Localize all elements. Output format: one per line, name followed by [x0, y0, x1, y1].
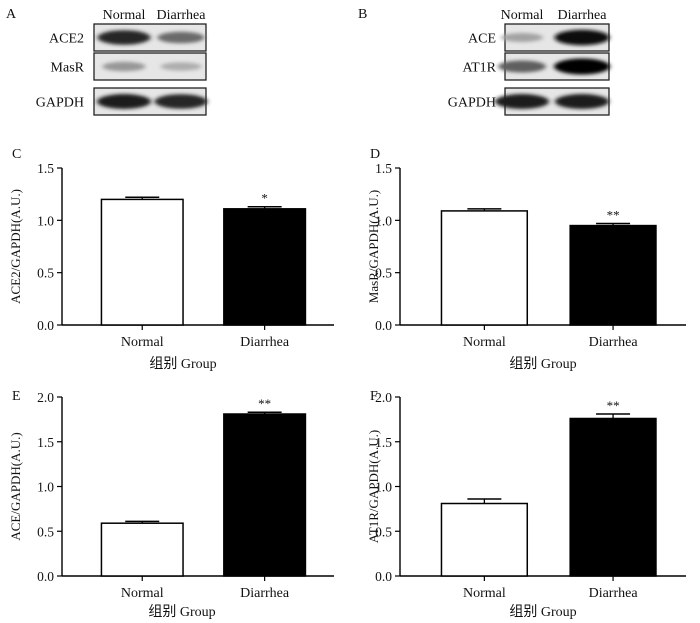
y-tick-label: 1.0	[37, 213, 54, 228]
x-tick-label: Diarrhea	[589, 586, 639, 601]
significance-mark: **	[607, 207, 620, 222]
y-tick-label: 0.0	[375, 569, 392, 584]
bar-normal	[440, 502, 529, 577]
bar-diarrhea	[223, 208, 307, 326]
blot-column-label: Normal	[501, 8, 544, 23]
y-tick-label: 1.0	[37, 480, 54, 495]
blot-row-label: GAPDH	[448, 96, 496, 111]
bar-normal	[100, 522, 184, 577]
blot-row-label: AT1R	[463, 61, 497, 76]
blot-band	[160, 62, 202, 71]
y-tick-label: 0.5	[375, 266, 392, 281]
significance-mark: **	[607, 398, 620, 413]
x-tick-label: Diarrhea	[240, 586, 290, 601]
y-tick-label: 0.0	[37, 318, 54, 333]
x-tick-label: Diarrhea	[589, 335, 639, 350]
panel-letter: D	[370, 147, 380, 162]
panel-letter: E	[12, 389, 21, 404]
blot-band	[495, 94, 549, 109]
bar-normal	[100, 198, 184, 326]
x-tick-label: Normal	[463, 335, 506, 350]
x-group-label: 组别 Group	[509, 356, 576, 372]
blot-row-label: ACE2	[49, 32, 84, 47]
panel-letter: F	[370, 389, 378, 404]
blot-panel-B: B Normal Diarrhea ACE AT1R GAPDH	[358, 7, 610, 116]
blot-band	[498, 60, 546, 73]
y-tick-label: 1.5	[375, 435, 392, 450]
x-group-label: 组别 Group	[509, 604, 576, 620]
x-tick-label: Normal	[121, 586, 164, 601]
blot-band	[157, 31, 205, 44]
x-group-label: 组别 Group	[148, 604, 215, 620]
y-axis-label: MasR/GAPDH(A.U.)	[366, 190, 381, 303]
bar-chart-E: E 0.0 0.5 1.0 1.5 2.0 ACE/GAPDH(A.U.) Normal ** D…	[8, 389, 334, 620]
y-tick-label: 1.5	[37, 161, 54, 176]
bar-diarrhea	[569, 417, 657, 577]
y-axis-label: AT1R/GAPDH(A.U.)	[366, 430, 381, 543]
blot-band	[554, 58, 610, 75]
y-tick-label: 0.0	[37, 569, 54, 584]
bar-chart-D: D 0.0 0.5 1.0 1.5 MasR/GAPDH(A.U.) Normal ** Dia…	[366, 147, 686, 372]
blot-band	[97, 30, 151, 45]
blot-band	[102, 61, 146, 72]
bar-chart-C: C 0.0 0.5 1.0 1.5 ACE2/GAPDH(A.U.) Normal * Diar…	[8, 147, 334, 372]
blot-row-label: GAPDH	[36, 96, 84, 111]
y-tick-label: 2.0	[375, 390, 392, 405]
blot-column-label: Diarrhea	[558, 8, 608, 23]
blot-row-label: MasR	[51, 61, 85, 76]
bar-normal	[440, 210, 529, 326]
blot-row-label: ACE	[468, 32, 496, 47]
blot-band	[554, 29, 610, 46]
significance-mark: **	[258, 396, 271, 411]
blot-column-label: Diarrhea	[157, 8, 207, 23]
y-tick-label: 0.0	[375, 318, 392, 333]
y-tick-label: 0.5	[37, 524, 54, 539]
bar-chart-F: F 0.0 0.5 1.0 1.5 2.0 AT1R/GAPDH(A.U.) Normal **…	[366, 389, 686, 620]
y-tick-label: 2.0	[37, 390, 54, 405]
y-tick-label: 1.5	[37, 435, 54, 450]
blot-column-label: Normal	[103, 8, 146, 23]
x-group-label: 组别 Group	[149, 356, 216, 372]
y-axis-label: ACE2/GAPDH(A.U.)	[8, 189, 23, 304]
y-axis-label: ACE/GAPDH(A.U.)	[8, 432, 23, 540]
y-tick-label: 0.5	[375, 524, 392, 539]
x-tick-label: Diarrhea	[240, 335, 290, 350]
significance-mark: *	[261, 191, 268, 206]
blot-band	[97, 94, 151, 109]
blot-band	[555, 94, 609, 109]
y-tick-label: 0.5	[37, 266, 54, 281]
bar-diarrhea	[569, 224, 657, 326]
panel-letter: C	[12, 147, 21, 162]
blot-band	[154, 94, 208, 109]
blot-panel-A: A Normal Diarrhea ACE2 MasR GAPDH	[6, 7, 208, 116]
panel-letter: A	[6, 7, 17, 22]
y-tick-label: 1.5	[375, 161, 392, 176]
x-tick-label: Normal	[463, 586, 506, 601]
x-tick-label: Normal	[121, 335, 164, 350]
blot-band	[501, 33, 543, 42]
y-tick-label: 1.0	[375, 480, 392, 495]
y-tick-label: 1.0	[375, 213, 392, 228]
panel-letter: B	[358, 7, 367, 22]
bar-diarrhea	[223, 413, 307, 577]
